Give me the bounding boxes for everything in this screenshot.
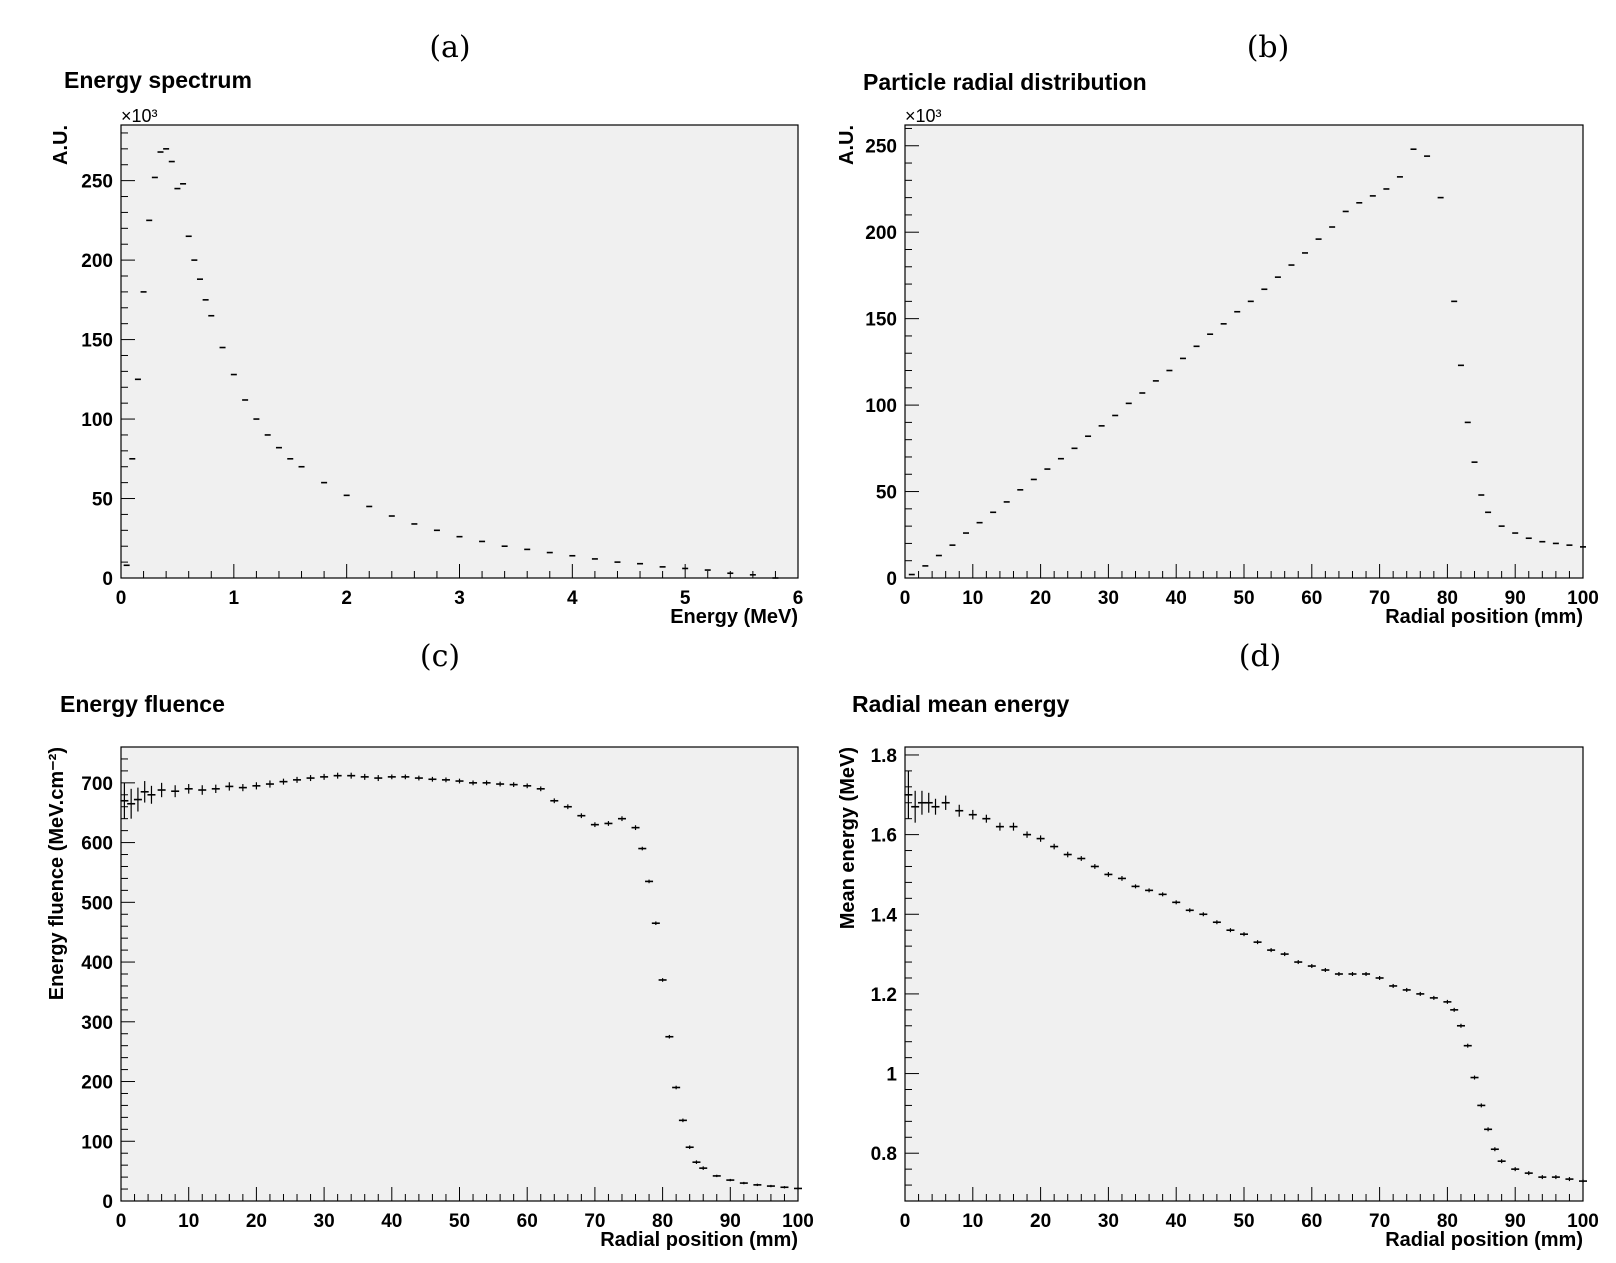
y-tick-label: 1 bbox=[886, 1065, 897, 1086]
x-tick-label: 100 bbox=[782, 1211, 814, 1232]
x-tick-label: 10 bbox=[178, 1211, 199, 1232]
x-tick-label: 70 bbox=[584, 1211, 605, 1232]
y-tick-label: 200 bbox=[81, 1073, 113, 1094]
chart-title: Energy spectrum bbox=[64, 67, 252, 93]
y-tick-label: 400 bbox=[81, 953, 113, 974]
x-tick-label: 70 bbox=[1369, 1211, 1390, 1232]
data-series bbox=[904, 770, 1587, 1184]
y-tick-label: 0 bbox=[102, 569, 113, 590]
x-tick-label: 60 bbox=[1301, 1211, 1322, 1232]
y-tick-label: 250 bbox=[81, 172, 113, 193]
x-tick-label: 90 bbox=[720, 1211, 741, 1232]
x-axis-label: Energy (MeV) bbox=[670, 606, 798, 628]
y-tick-label: 150 bbox=[865, 310, 897, 331]
x-tick-label: 60 bbox=[517, 1211, 538, 1232]
y-tick-label: 300 bbox=[81, 1013, 113, 1034]
y-axis-exponent: ×10³ bbox=[121, 106, 158, 126]
x-tick-label: 100 bbox=[1567, 588, 1599, 609]
x-axis-label: Radial position (mm) bbox=[600, 1229, 798, 1251]
x-tick-label: 80 bbox=[652, 1211, 673, 1232]
panel-label: (d) bbox=[1239, 639, 1282, 674]
data-series bbox=[123, 148, 779, 579]
chart-panel-c: (c) Energy fluence Radial position (mm) Ene… bbox=[46, 639, 814, 1251]
x-tick-label: 30 bbox=[314, 1211, 335, 1232]
x-tick-label: 10 bbox=[962, 588, 983, 609]
panel-label: (c) bbox=[420, 639, 460, 674]
x-tick-label: 20 bbox=[1030, 588, 1051, 609]
x-tick-label: 0 bbox=[116, 1211, 127, 1232]
x-tick-label: 60 bbox=[1301, 588, 1322, 609]
chart-title: Energy fluence bbox=[60, 691, 225, 717]
chart-title: Radial mean energy bbox=[852, 691, 1070, 717]
y-tick-label: 500 bbox=[81, 893, 113, 914]
x-tick-label: 3 bbox=[454, 588, 465, 609]
y-tick-label: 700 bbox=[81, 774, 113, 795]
panel-label: (a) bbox=[429, 30, 470, 65]
chart-title: Particle radial distribution bbox=[863, 69, 1147, 95]
plot-frame bbox=[904, 746, 1584, 1202]
x-axis-label: Radial position (mm) bbox=[1385, 606, 1583, 628]
x-tick-label: 6 bbox=[793, 588, 804, 609]
x-tick-label: 50 bbox=[1233, 588, 1254, 609]
x-tick-label: 0 bbox=[900, 588, 911, 609]
x-tick-label: 100 bbox=[1567, 1211, 1599, 1232]
x-tick-label: 50 bbox=[1233, 1211, 1254, 1232]
y-tick-label: 150 bbox=[81, 331, 113, 352]
x-tick-label: 40 bbox=[381, 1211, 402, 1232]
x-tick-label: 90 bbox=[1505, 588, 1526, 609]
y-tick-label: 1.4 bbox=[871, 905, 898, 926]
x-tick-label: 20 bbox=[246, 1211, 267, 1232]
y-tick-label: 250 bbox=[865, 137, 897, 158]
data-series bbox=[908, 148, 1586, 576]
x-tick-label: 40 bbox=[1166, 1211, 1187, 1232]
chart-panel-a: (a) Energy spectrum Energy (MeV) A.U. ×10³ 0 1… bbox=[50, 30, 803, 628]
y-axis-label: A.U. bbox=[50, 125, 72, 165]
y-tick-label: 0 bbox=[886, 569, 897, 590]
y-tick-label: 50 bbox=[92, 490, 113, 511]
panel-label: (b) bbox=[1247, 30, 1290, 65]
x-tick-label: 10 bbox=[962, 1211, 983, 1232]
y-tick-label: 200 bbox=[81, 251, 113, 272]
y-axis-label: Mean energy (MeV) bbox=[837, 747, 859, 929]
data-series bbox=[120, 772, 802, 1190]
x-tick-label: 30 bbox=[1098, 588, 1119, 609]
chart-panel-b: (b) Particle radial distribution Radial po… bbox=[836, 30, 1599, 628]
y-tick-label: 1.8 bbox=[871, 746, 897, 767]
plot-frame bbox=[120, 746, 799, 1202]
y-tick-label: 0.8 bbox=[871, 1144, 897, 1165]
y-tick-label: 1.2 bbox=[871, 985, 897, 1006]
y-tick-label: 600 bbox=[81, 834, 113, 855]
chart-panel-d: (d) Radial mean energy Radial position (mm… bbox=[837, 639, 1599, 1251]
y-tick-label: 1.6 bbox=[871, 826, 897, 847]
x-tick-label: 30 bbox=[1098, 1211, 1119, 1232]
x-axis-label: Radial position (mm) bbox=[1385, 1229, 1583, 1251]
plot-frame bbox=[904, 124, 1584, 579]
y-axis-label: Energy fluence (MeV.cm⁻²) bbox=[46, 747, 68, 1000]
y-tick-label: 200 bbox=[865, 223, 897, 244]
y-axis-exponent: ×10³ bbox=[905, 106, 942, 126]
x-tick-label: 20 bbox=[1030, 1211, 1051, 1232]
plot-frame bbox=[120, 124, 799, 579]
y-tick-label: 100 bbox=[81, 1132, 113, 1153]
y-tick-label: 50 bbox=[876, 483, 897, 504]
x-tick-label: 2 bbox=[341, 588, 352, 609]
x-tick-label: 90 bbox=[1505, 1211, 1526, 1232]
x-tick-label: 0 bbox=[116, 588, 127, 609]
x-tick-label: 4 bbox=[567, 588, 578, 609]
y-tick-label: 100 bbox=[81, 410, 113, 431]
x-tick-label: 40 bbox=[1166, 588, 1187, 609]
x-tick-label: 0 bbox=[900, 1211, 911, 1232]
y-tick-label: 0 bbox=[102, 1192, 113, 1213]
x-tick-label: 70 bbox=[1369, 588, 1390, 609]
x-tick-label: 1 bbox=[229, 588, 240, 609]
y-axis-label: A.U. bbox=[836, 125, 858, 165]
x-tick-label: 50 bbox=[449, 1211, 470, 1232]
y-tick-label: 100 bbox=[865, 396, 897, 417]
x-tick-label: 80 bbox=[1437, 1211, 1458, 1232]
x-tick-label: 5 bbox=[680, 588, 691, 609]
x-tick-label: 80 bbox=[1437, 588, 1458, 609]
